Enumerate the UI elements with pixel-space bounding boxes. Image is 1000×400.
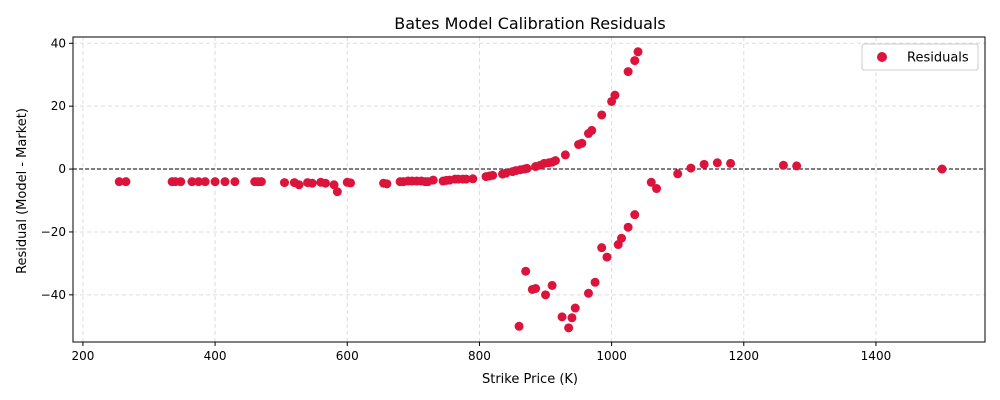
x-tick-label: 200 [71,349,94,363]
chart-title: Bates Model Calibration Residuals [394,14,666,33]
y-tick-label: 0 [58,162,66,176]
data-point [210,177,220,187]
data-point [623,222,633,232]
y-axis-label: Residual (Model - Market) [15,108,30,274]
data-point [200,177,210,187]
data-point [522,163,532,173]
data-point [567,313,577,323]
data-point [630,56,640,66]
data-point [633,47,643,57]
data-point [541,290,551,300]
data-point [547,280,557,290]
x-tick-label: 400 [204,349,227,363]
data-point [602,252,612,262]
data-point [346,178,356,188]
x-tick-label: 600 [336,349,359,363]
data-point [673,169,683,179]
data-point [187,177,197,187]
data-point [279,178,289,188]
plot-frame [72,36,986,343]
data-point [590,277,600,287]
x-tick-label: 1400 [861,349,892,363]
data-point [557,312,567,322]
legend-box [861,43,979,71]
data-point [468,174,478,184]
data-point [320,178,330,188]
data-point [646,177,656,187]
data-point [652,184,662,194]
data-point [220,177,230,187]
legend-label: Residuals [907,51,969,66]
data-point [560,150,570,160]
data-point [332,187,342,197]
y-tick-label: −20 [41,225,66,239]
data-point [570,303,580,313]
x-tick-label: 800 [468,349,491,363]
data-point [194,177,204,187]
data-point [623,67,633,77]
data-point [256,177,266,187]
data-point [488,170,498,180]
data-point [521,266,531,276]
data-point [114,177,124,187]
data-point [610,90,620,100]
data-point [778,160,788,170]
data-point [630,210,640,220]
data-point [583,288,593,298]
data-point [937,164,947,174]
x-tick-label: 1200 [729,349,760,363]
data-point [587,125,597,135]
data-point [686,163,696,173]
x-axis-ticks: 200 400 600 800 1000 1200 1400 [71,342,891,363]
y-tick-label: 20 [51,99,66,113]
x-tick-label: 1000 [596,349,627,363]
legend: Residuals [861,43,979,71]
y-tick-label: −40 [41,288,66,302]
data-point [712,158,722,168]
data-point [382,179,392,189]
x-axis-label: Strike Price (K) [482,372,578,387]
data-point [726,158,736,168]
data-point [329,180,339,190]
data-point [514,321,524,331]
data-point [550,156,560,166]
data-point [564,323,574,333]
data-point [230,177,240,187]
data-point [527,284,537,294]
data-point [176,177,186,187]
data-point [699,159,709,169]
y-axis-ticks: −40 −20 0 20 40 [41,36,73,302]
data-point [577,138,587,148]
data-point [597,243,607,253]
data-point [428,175,438,185]
data-point [121,177,131,187]
y-tick-label: 40 [51,36,66,50]
data-points [114,47,947,333]
data-point [597,110,607,120]
data-point [461,174,471,184]
data-point [613,240,623,250]
legend-marker [877,52,887,62]
data-point [294,180,304,190]
data-point [307,178,317,188]
data-point [792,161,802,171]
